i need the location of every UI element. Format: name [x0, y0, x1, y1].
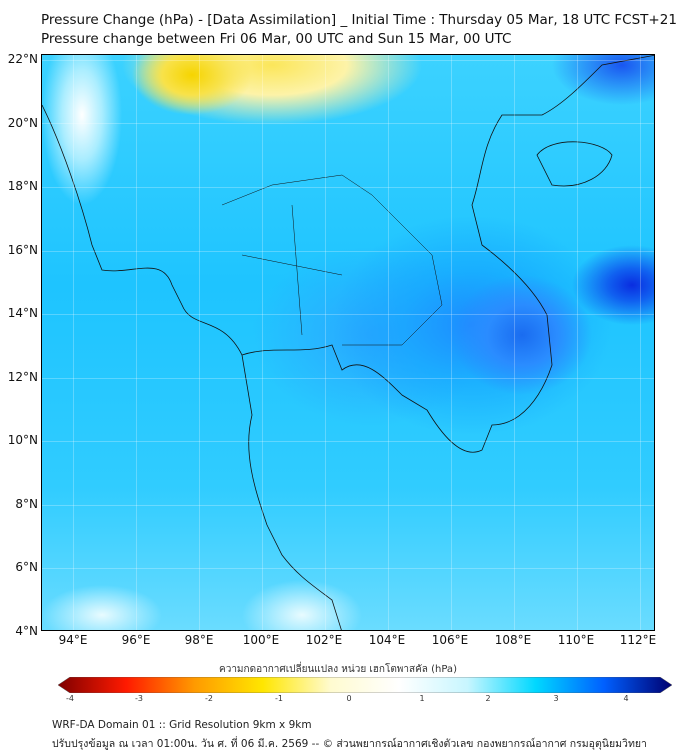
colorbar-tick: 0: [346, 694, 352, 703]
lat-label: 12°N: [7, 370, 38, 384]
colorbar-tick: -3: [135, 694, 143, 703]
parallel-line: [42, 250, 654, 252]
lon-label: 104°E: [368, 633, 406, 647]
coastlines: [42, 55, 654, 630]
hainan: [536, 141, 613, 187]
parallel-line: [42, 314, 654, 316]
parallel-line: [42, 377, 654, 379]
lon-label: 108°E: [494, 633, 532, 647]
parallel-line: [42, 441, 654, 443]
lat-label: 22°N: [7, 52, 38, 66]
footer-credit: ปรับปรุงข้อมูล ณ เวลา 01:00น. วัน ศ. ที่…: [52, 738, 647, 750]
meridian-line: [577, 55, 579, 630]
meridian-line: [640, 55, 642, 630]
lat-label: 10°N: [7, 433, 38, 447]
parallel-line: [42, 123, 654, 125]
lat-label: 14°N: [7, 306, 38, 320]
lat-label: 6°N: [15, 560, 38, 574]
parallel-line: [42, 504, 654, 506]
meridian-line: [325, 55, 327, 630]
colorbar-tick: -2: [205, 694, 213, 703]
lon-label: 102°E: [305, 633, 343, 647]
lat-label: 18°N: [7, 179, 38, 193]
lon-label: 110°E: [557, 633, 595, 647]
coast-east: [241, 55, 654, 453]
map-title: Pressure Change (hPa) - [Data Assimilati…: [41, 12, 676, 28]
colorbar-tick: 4: [623, 694, 629, 703]
lon-label: 106°E: [431, 633, 469, 647]
colorbar-tick: 1: [419, 694, 425, 703]
meridian-line: [262, 55, 264, 630]
colorbar-tick: 2: [485, 694, 491, 703]
lat-label: 20°N: [7, 116, 38, 130]
colorbar-tick: -4: [66, 694, 74, 703]
meridian-line: [199, 55, 201, 630]
meridian-line: [451, 55, 453, 630]
lat-label: 8°N: [15, 497, 38, 511]
footer-model-info: WRF-DA Domain 01 :: Grid Resolution 9km …: [52, 719, 312, 731]
lon-label: 100°E: [242, 633, 280, 647]
colorbar-label: ความกดอากาศเปลี่ยนแปลง หน่วย เฮกโตพาสคัล…: [219, 664, 457, 675]
colorbar-gradient: [58, 677, 672, 693]
lon-label: 98°E: [184, 633, 214, 647]
lon-label: 96°E: [121, 633, 151, 647]
colorbar-tick: 3: [553, 694, 559, 703]
meridian-line: [514, 55, 516, 630]
coast-west: [42, 104, 342, 630]
parallel-line: [42, 568, 654, 570]
province-borders: [221, 174, 443, 346]
pressure-change-map: [41, 54, 655, 631]
lon-label: 112°E: [619, 633, 657, 647]
coastline-layer: [42, 55, 654, 630]
parallel-line: [42, 186, 654, 188]
meridian-line: [136, 55, 138, 630]
meridian-line: [388, 55, 390, 630]
parallel-line: [42, 59, 654, 61]
lon-label: 94°E: [58, 633, 88, 647]
lat-label: 4°N: [15, 624, 38, 638]
meridian-line: [73, 55, 75, 630]
colorbar-tick: -1: [275, 694, 283, 703]
colorbar: [58, 677, 672, 693]
lat-label: 16°N: [7, 243, 38, 257]
map-subtitle: Pressure change between Fri 06 Mar, 00 U…: [41, 31, 512, 47]
